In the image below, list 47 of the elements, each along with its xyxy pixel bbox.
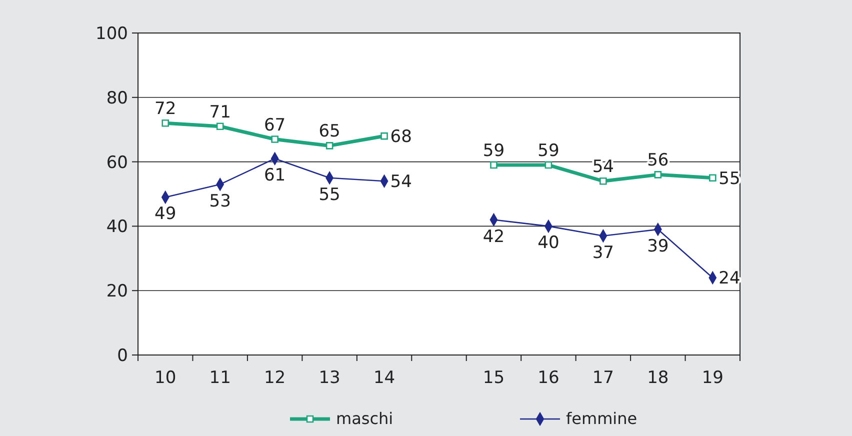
point — [162, 120, 170, 127]
y-tick-label: 20 — [106, 282, 128, 302]
point — [326, 142, 334, 150]
data-label: 37 — [592, 242, 614, 263]
point — [544, 161, 552, 169]
data-label: 59 — [482, 141, 505, 162]
data-label: 39 — [647, 236, 669, 256]
data-label: 61 — [264, 166, 286, 186]
x-tick-label: 16 — [538, 368, 560, 388]
point — [216, 122, 224, 130]
data-label: 40 — [538, 233, 560, 254]
point — [600, 177, 607, 185]
x-tick-label: 13 — [318, 368, 340, 388]
data-label: 24 — [718, 268, 740, 289]
point — [708, 174, 716, 182]
data-label: 54 — [592, 157, 614, 178]
data-label: 71 — [209, 102, 231, 122]
legend-label: femmine — [566, 409, 638, 428]
y-tick-label: 100 — [96, 24, 128, 44]
data-label: 68 — [390, 127, 412, 148]
x-tick-label: 17 — [592, 368, 614, 388]
x-tick-label: 18 — [647, 368, 669, 388]
x-tick-label: 12 — [264, 368, 286, 388]
data-label: 42 — [482, 226, 505, 247]
x-tick-label: 14 — [373, 368, 396, 388]
data-label: 49 — [154, 204, 176, 224]
data-label: 55 — [718, 168, 740, 189]
data-label: 54 — [390, 172, 412, 192]
x-tick-label: 11 — [209, 368, 231, 388]
data-label: 59 — [538, 141, 560, 162]
legend-label: maschi — [336, 409, 394, 428]
data-label: 72 — [154, 99, 176, 120]
y-tick-label: 40 — [106, 217, 128, 238]
data-label: 53 — [209, 191, 231, 212]
x-tick-label: 10 — [154, 368, 176, 388]
y-tick-label: 0 — [117, 346, 128, 366]
point — [380, 132, 388, 140]
y-tick-label: 60 — [106, 152, 128, 173]
data-label: 65 — [318, 122, 340, 142]
point — [654, 171, 662, 178]
point — [271, 136, 278, 143]
x-tick-label: 15 — [482, 368, 505, 388]
point — [490, 161, 498, 169]
x-tick-label: 19 — [702, 368, 724, 388]
data-label: 55 — [318, 184, 340, 205]
y-tick-label: 80 — [106, 88, 128, 108]
data-label: 67 — [264, 115, 286, 136]
